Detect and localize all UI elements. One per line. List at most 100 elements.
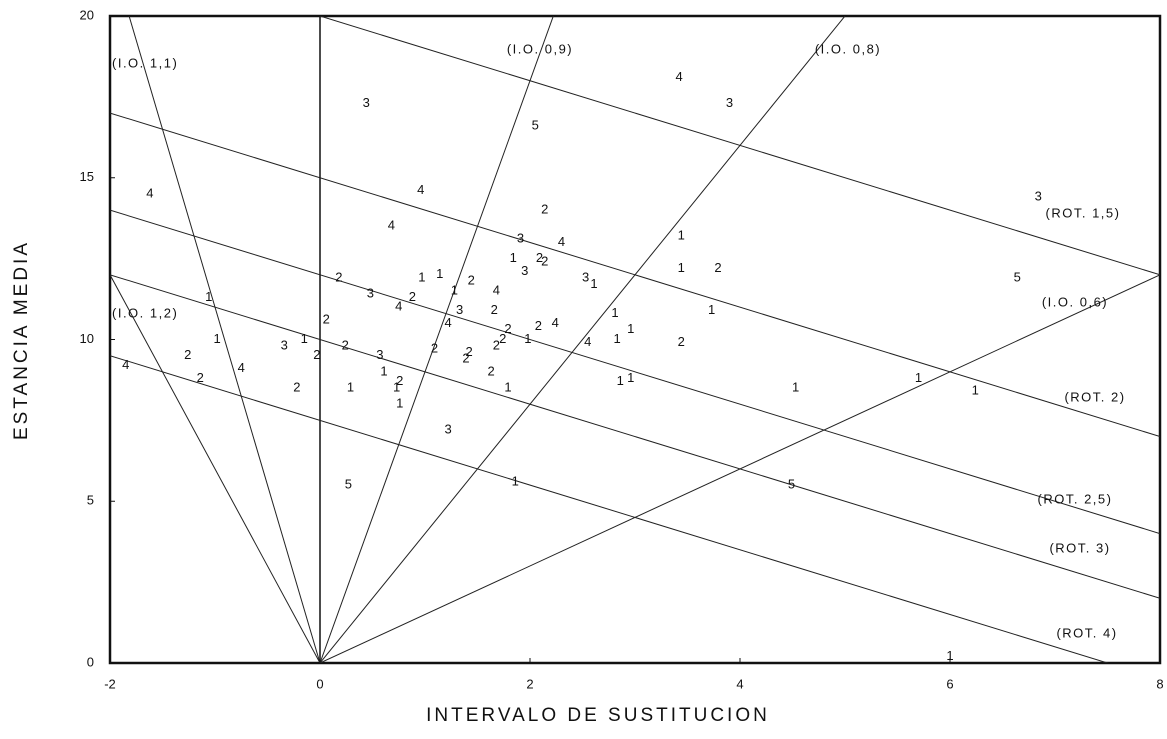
data-point: 2 [536, 250, 543, 265]
data-point: 1 [614, 331, 621, 346]
data-point: 1 [396, 396, 403, 411]
y-tick-label: 5 [87, 493, 94, 508]
x-tick-label: -2 [104, 676, 116, 691]
data-point: 1 [301, 331, 308, 346]
data-point: 2 [335, 269, 342, 284]
data-point: 2 [504, 321, 511, 336]
data-point: 5 [532, 117, 539, 132]
data-point: 4 [675, 69, 682, 84]
data-point: 1 [347, 379, 354, 394]
rotation-line [110, 209, 1160, 535]
occupancy-label: (I.O. 0,9) [507, 41, 573, 56]
data-point: 4 [388, 218, 395, 233]
occupancy-label: (I.O. 1,2) [112, 305, 178, 320]
data-point: 4 [417, 182, 424, 197]
rotation-label: (ROT. 4) [1056, 625, 1117, 640]
occupancy-line [319, 16, 846, 663]
data-point: 3 [367, 286, 374, 301]
data-point: 1 [678, 260, 685, 275]
data-point: 4 [122, 357, 129, 372]
data-point: 4 [395, 299, 402, 314]
rotation-line [110, 274, 1160, 599]
data-point: 2 [313, 347, 320, 362]
data-point: 4 [238, 360, 245, 375]
occupancy-line [110, 274, 321, 663]
data-point: 1 [524, 331, 531, 346]
data-point: 2 [491, 302, 498, 317]
y-tick-label: 20 [80, 7, 94, 22]
data-point: 2 [431, 341, 438, 356]
data-point: 3 [726, 95, 733, 110]
data-point: 1 [590, 276, 597, 291]
data-point: 1 [512, 473, 519, 488]
data-point: 4 [493, 282, 500, 297]
data-point: 2 [488, 363, 495, 378]
x-tick-label: 8 [1156, 676, 1163, 691]
data-point: 4 [558, 234, 565, 249]
data-point: 2 [184, 347, 191, 362]
data-point: 1 [678, 227, 685, 242]
y-tick-label: 10 [80, 331, 94, 346]
data-point: 1 [436, 266, 443, 281]
data-point: 2 [714, 260, 721, 275]
data-point: 3 [444, 422, 451, 437]
data-point: 3 [281, 337, 288, 352]
y-tick-label: 0 [87, 654, 94, 669]
x-tick-label: 0 [316, 676, 323, 691]
data-point: 1 [451, 282, 458, 297]
data-point: 3 [363, 95, 370, 110]
data-point: 1 [418, 269, 425, 284]
data-point: 3 [456, 302, 463, 317]
data-point: 1 [915, 370, 922, 385]
data-point: 2 [678, 334, 685, 349]
data-point: 2 [462, 350, 469, 365]
data-point: 3 [517, 231, 524, 246]
data-point: 4 [584, 334, 591, 349]
x-tick-label: 2 [526, 676, 533, 691]
rotation-label: (ROT. 1,5) [1046, 205, 1121, 220]
data-point: 2 [541, 253, 548, 268]
data-point: 1 [627, 321, 634, 336]
reference-lines [110, 16, 1160, 663]
data-point: 4 [552, 315, 559, 330]
data-point: 4 [444, 315, 451, 330]
data-point: 2 [323, 312, 330, 327]
y-tick-label: 15 [80, 169, 94, 184]
x-tick-label: 4 [736, 676, 743, 691]
occupancy-label: (I.O. 1,1) [112, 55, 178, 70]
data-point: 2 [468, 273, 475, 288]
data-point: 2 [499, 331, 506, 346]
data-point: 2 [465, 344, 472, 359]
occupancy-line [319, 16, 554, 663]
data-point: 2 [409, 289, 416, 304]
data-point: 1 [946, 648, 953, 663]
data-point: 4 [146, 185, 153, 200]
rotation-label: (ROT. 3) [1049, 540, 1110, 555]
data-point: 1 [792, 379, 799, 394]
rotation-line [110, 112, 1160, 438]
rotation-label: (ROT. 2) [1064, 389, 1125, 404]
data-point: 2 [541, 202, 548, 217]
data-point: 2 [293, 379, 300, 394]
x-tick-label: 6 [946, 676, 953, 691]
data-point: 2 [535, 318, 542, 333]
data-point: 2 [396, 373, 403, 388]
data-point: 1 [380, 363, 387, 378]
data-point: 2 [197, 370, 204, 385]
data-point: 3 [521, 263, 528, 278]
data-point: 1 [617, 373, 624, 388]
data-point: 1 [611, 305, 618, 320]
data-point: 3 [376, 347, 383, 362]
data-point: 3 [582, 269, 589, 284]
data-point: 1 [627, 370, 634, 385]
occupancy-label: (I.O. 0,8) [815, 41, 881, 56]
data-point: 2 [493, 337, 500, 352]
data-point: 5 [788, 477, 795, 492]
rotation-label: (ROT. 2,5) [1038, 491, 1113, 506]
x-axis-title: INTERVALO DE SUSTITUCION [426, 705, 770, 726]
rotation-line [110, 355, 1110, 663]
data-point: 1 [972, 383, 979, 398]
rotation-line [318, 16, 1160, 276]
data-point: 2 [342, 337, 349, 352]
data-point: 1 [213, 331, 220, 346]
